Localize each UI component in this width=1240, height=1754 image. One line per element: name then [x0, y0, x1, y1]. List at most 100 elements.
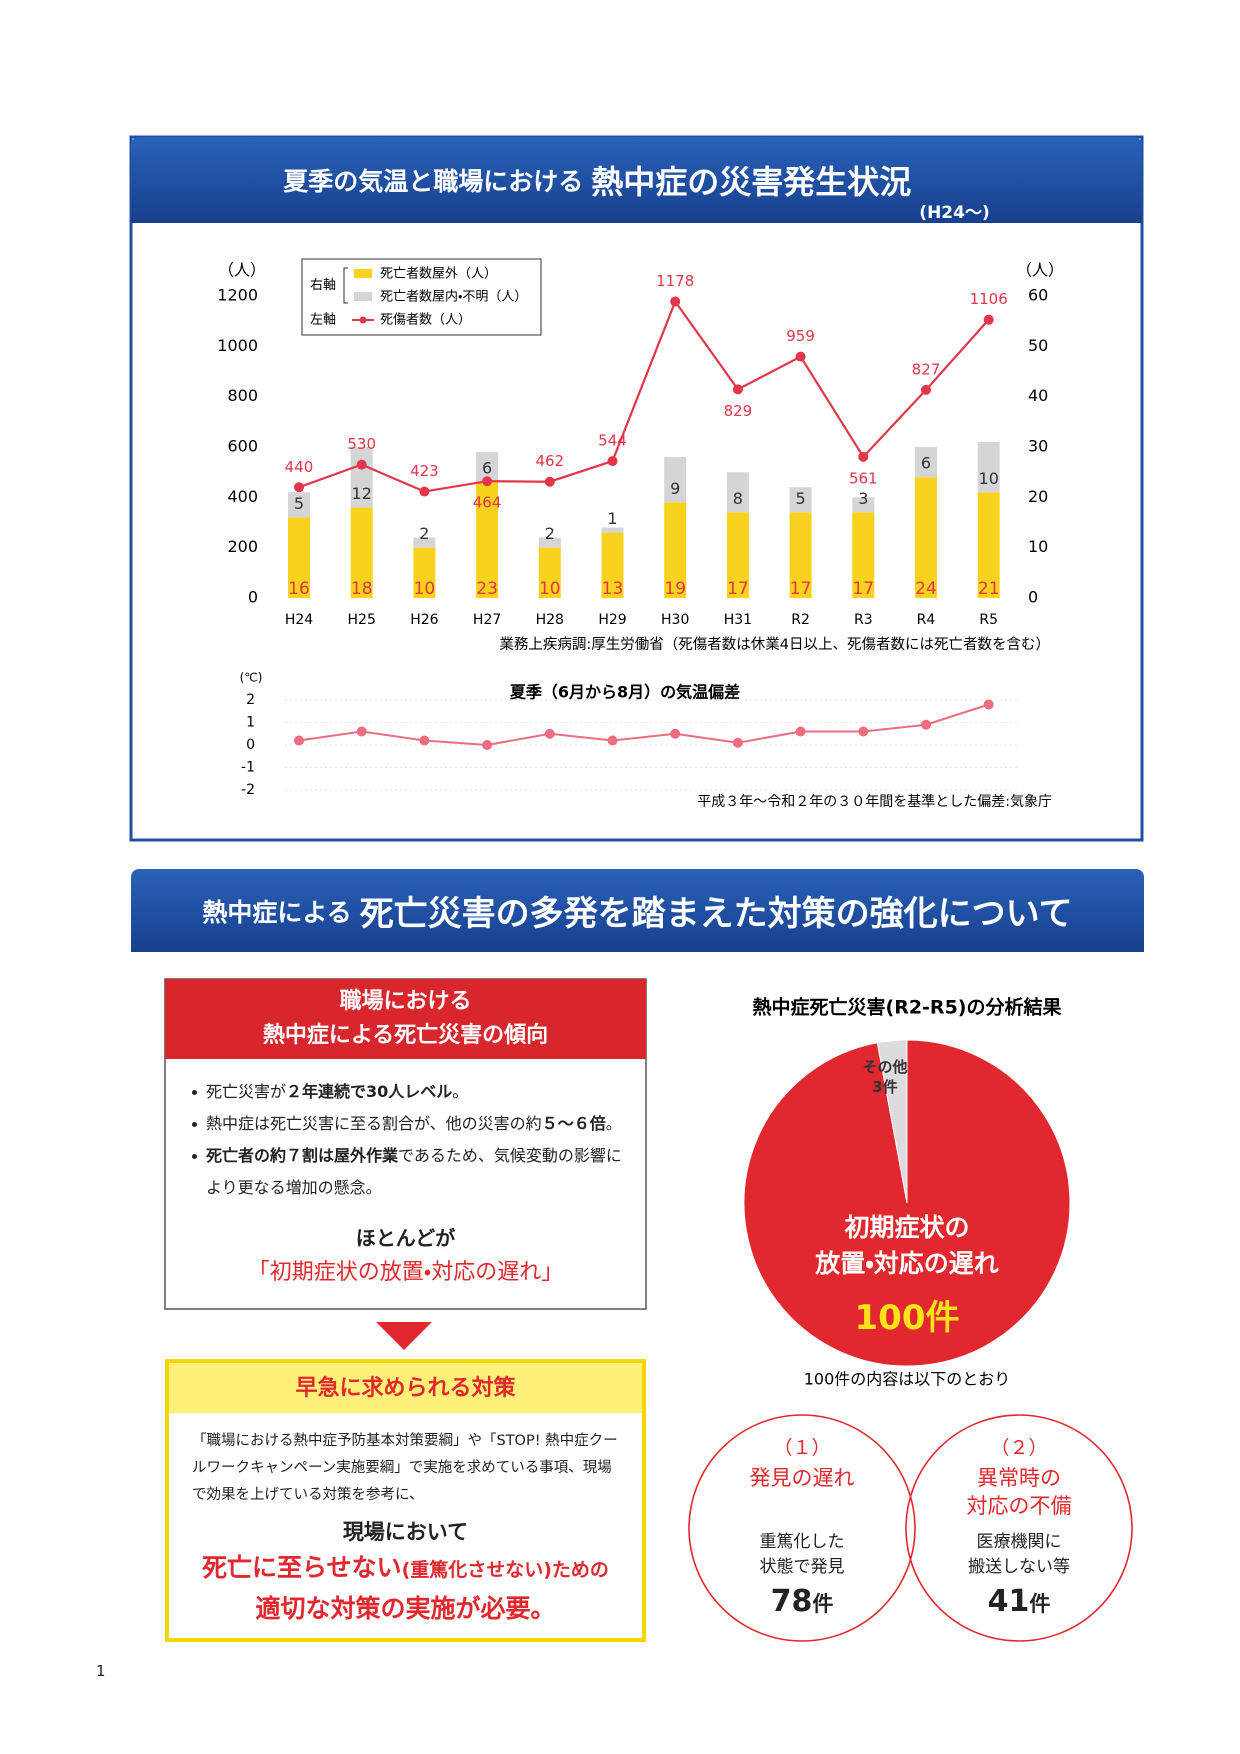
line-point [544, 476, 555, 487]
line [298, 703, 990, 747]
line-point [482, 476, 493, 487]
bullet-text: 。 [605, 1114, 622, 1133]
measures-conclusion: 死亡に至らせない(重篤化させない)ための 適切な対策の実施が必要。 [169, 1549, 642, 1631]
breakdown-number: （２） [990, 1437, 1048, 1459]
line-point [983, 314, 994, 325]
bar-segment [476, 482, 499, 598]
legend-swatch [354, 269, 372, 278]
bar-value-label: 2 [419, 524, 429, 543]
bar-value-label: 17 [790, 579, 812, 599]
x-tick-label: H27 [473, 612, 501, 628]
bar-segment [852, 512, 875, 598]
bullet-dot [192, 1090, 197, 1095]
x-tick-label: H28 [536, 612, 564, 628]
line-point [983, 699, 994, 710]
y-tick-label: 200 [227, 537, 258, 556]
bullet-text: であるため、気候変動の影響により更なる増加の懸念。 [206, 1146, 622, 1197]
conclusion-text: 死亡に至らせない [202, 1553, 402, 1582]
trend-summary-lead: ほとんどが [355, 1226, 456, 1250]
y-tick-label: 1200 [217, 286, 258, 305]
chart-title: 夏季（6月から8月）の気温偏差 [509, 683, 740, 702]
section2-main: 死亡災害の多発を踏まえた対策の強化について [359, 894, 1073, 934]
header-lead: 夏季の気温と職場における [283, 167, 584, 196]
line-point [858, 451, 869, 462]
breakdown-count-unit: 件 [1029, 1592, 1051, 1616]
line-value-label: 530 [347, 435, 376, 453]
y2-tick-label: 30 [1028, 437, 1048, 456]
x-tick-label: H26 [410, 612, 438, 628]
header-suffix: (H24～) [919, 203, 990, 223]
legend-group-label: 左軸 [310, 313, 336, 328]
line-point [482, 740, 493, 750]
line-point [858, 726, 869, 737]
bar-value-label: 10 [979, 469, 999, 488]
y-tick-label: 1 [246, 715, 255, 731]
bar-segment [476, 452, 499, 483]
bar-value-label: 21 [978, 579, 1000, 599]
measures-title: 早急に求められる対策 [295, 1376, 516, 1401]
line-value-label: 827 [912, 360, 941, 378]
line-value-label: 561 [849, 469, 878, 487]
y-tick-label: -2 [241, 782, 255, 798]
bullet-dot [192, 1122, 197, 1127]
x-tick-label: H25 [348, 612, 376, 628]
line-point [732, 737, 743, 748]
line-value-label: 829 [724, 402, 753, 420]
y2-axis-label: （人） [1016, 261, 1064, 280]
pie-label: その他 [862, 1058, 908, 1076]
header-main: 熱中症の災害発生状況 [591, 163, 912, 201]
y2-tick-label: 10 [1028, 537, 1048, 556]
line-point [544, 728, 555, 739]
line-value-label: 464 [473, 494, 502, 512]
conclusion-text: (重篤化させない)ための [401, 1559, 609, 1581]
y2-tick-label: 40 [1028, 386, 1048, 405]
legend-label: 死亡者数屋外（人） [380, 267, 497, 282]
y-axis-label: （人） [218, 261, 266, 280]
line-point [419, 735, 430, 746]
bar-value-label: 13 [602, 579, 624, 599]
charts: （人） （人）0200400600800100012000102030405060… [217, 258, 1133, 1642]
bar-value-label: 6 [921, 454, 931, 473]
bar-segment [789, 512, 812, 598]
legend-group-label: 右軸 [310, 278, 336, 293]
y-tick-label: 1000 [217, 336, 258, 355]
breakdown-count-value: 41 [987, 1584, 1030, 1619]
y-tick-label: -1 [241, 760, 255, 776]
pie-value-label: 100件 [854, 1298, 960, 1338]
breakdown-count-value: 78 [770, 1584, 813, 1619]
bullet: 死亡災害が２年連続で30人レベル。 [188, 1076, 628, 1108]
bar-segment [350, 507, 373, 598]
bar-segment [538, 547, 561, 598]
bar-segment [350, 447, 373, 508]
bar-value-label: 3 [858, 489, 868, 508]
breakdown-content: （１） 発見の遅れ 重篤化した 状態で発見 78件 [702, 1433, 902, 1619]
bullet-text: ２年連続で30人レベル [286, 1082, 453, 1101]
line-point [356, 726, 367, 737]
line-point [795, 351, 806, 362]
conclusion-line: 死亡に至らせない(重篤化させない)ための [169, 1549, 642, 1590]
x-tick-label: R2 [791, 612, 810, 628]
bar-segment [664, 502, 687, 598]
x-tick-label: R3 [854, 612, 873, 628]
y2-tick-label: 50 [1028, 336, 1048, 355]
bar-segment [601, 532, 624, 598]
bar-value-label: 19 [664, 579, 686, 599]
bar-value-label: 23 [476, 579, 498, 599]
pie-label: 初期症状の 放置・対応の遅れ [815, 1213, 999, 1278]
x-tick-label: H24 [285, 612, 313, 628]
y-tick-label: 800 [227, 386, 258, 405]
breakdown-count-unit: 件 [812, 1592, 834, 1616]
breakdown-title: 発見の遅れ [702, 1464, 902, 1508]
bar-segment [726, 472, 749, 513]
bullet-text: 死亡災害が [206, 1082, 287, 1101]
breakdown-content: （２） 異常時の 対応の不備 医療機関に 搬送しない等 41件 [919, 1433, 1119, 1619]
line-point [356, 459, 367, 470]
pie-value-label: 3件 [872, 1078, 898, 1096]
trend-summary: 「初期症状の放置・対応の遅れ」 [247, 1260, 564, 1285]
measures-text: 「職場における熱中症予防基本対策要綱」や「STOP! 熱中症クールワークキャンペ… [192, 1433, 618, 1503]
bar-value-label: 8 [733, 489, 743, 508]
bar-segment [413, 547, 436, 598]
bullet-text: 死亡者の約７割は屋外作業 [206, 1146, 399, 1165]
bar-segment [977, 441, 1000, 493]
